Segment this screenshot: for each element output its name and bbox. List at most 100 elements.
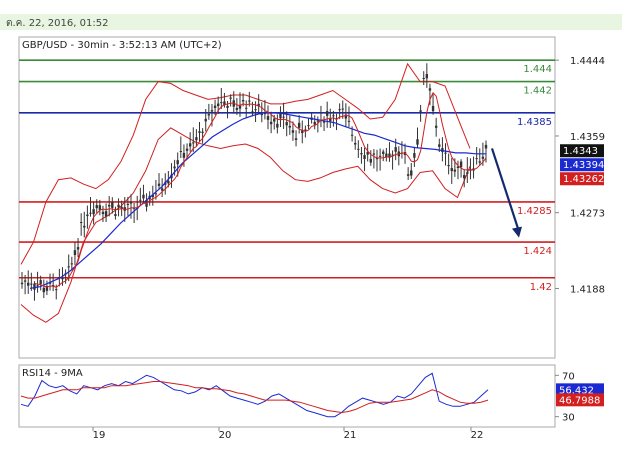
candle-body (276, 123, 279, 128)
candle-body (450, 168, 453, 172)
price-tick-label: 1.4188 (570, 284, 605, 295)
rsi-tag-label-0: 56.432 (559, 385, 594, 396)
candle-body (89, 212, 92, 214)
candle-body (385, 153, 388, 158)
candle-body (210, 110, 214, 112)
candle-body (241, 100, 245, 102)
candle-body (285, 122, 288, 126)
candle-body (269, 121, 273, 125)
candle-body (207, 114, 211, 116)
price-tag-label-0: 1.4343 (563, 146, 598, 157)
rsi-tag-1 (556, 393, 604, 407)
time-tick-label: 19 (93, 430, 106, 441)
candle-body (104, 211, 108, 217)
candle-body (120, 206, 123, 209)
datetime-label: ต.ค. 22, 2016, 01:52 (6, 18, 109, 29)
candle-body (126, 203, 130, 205)
candle-body (463, 175, 466, 179)
candle-body (375, 158, 379, 160)
candle-body (329, 117, 332, 122)
candle-body (263, 113, 267, 115)
rsi-tag-0 (556, 383, 604, 397)
candle-body (382, 151, 385, 154)
forecast-arrow-shaft (490, 148, 521, 232)
candle-body (33, 283, 36, 290)
candle-body (438, 144, 441, 147)
rsi-tick-label: 70 (562, 371, 575, 382)
candle-body (394, 147, 397, 152)
candle-body (434, 125, 438, 128)
candle-body (179, 151, 183, 153)
level-label-4: 1.424 (523, 246, 552, 257)
candle-body (444, 152, 447, 154)
main-panel-border (18, 36, 556, 359)
date-bar: ต.ค. 22, 2016, 01:52 (0, 0, 622, 30)
candle-body (195, 137, 198, 141)
candle-body (160, 188, 164, 191)
rsi-line (20, 372, 489, 418)
candle-body (307, 125, 310, 127)
candle-body (447, 164, 450, 167)
price-tag-2 (560, 172, 604, 186)
candle-body (42, 287, 45, 293)
price-tag-label-1: 1.43394 (563, 160, 604, 171)
candle-body (347, 120, 351, 122)
candle-body (363, 155, 366, 160)
candle-body (388, 153, 391, 158)
price-tick-label: 1.4444 (570, 56, 605, 67)
candle-body (117, 204, 120, 208)
candle-body (338, 109, 341, 111)
rsi-ma-line (20, 381, 489, 414)
bollinger-lower (20, 127, 471, 323)
candle-body (406, 174, 410, 176)
candle-body (198, 131, 201, 133)
level-label-2: 1.4385 (517, 117, 552, 128)
price-tick-label: 1.4359 (570, 132, 605, 143)
candle-body (213, 105, 217, 108)
rsi-panel-border (18, 364, 556, 428)
candle-body (223, 101, 226, 106)
candle-body (266, 116, 270, 120)
bollinger-upper (20, 62, 471, 265)
time-tick-label: 21 (344, 430, 357, 441)
time-axis: 19 20 21 22 (92, 427, 483, 441)
candle-body (45, 285, 49, 291)
candle-body (453, 169, 457, 172)
price-tick-label: 1.4273 (570, 209, 605, 220)
candle-body (428, 88, 432, 91)
moving-average-line (29, 112, 486, 289)
rsi-tag-label-1: 46.7988 (559, 395, 600, 406)
candle-body (288, 125, 292, 128)
candle-body (325, 111, 329, 116)
candle-body (425, 74, 429, 79)
candle-body (416, 139, 419, 145)
candle-body (322, 120, 326, 123)
candle-body (188, 143, 192, 147)
candle-body (481, 156, 485, 159)
candle-body (220, 102, 223, 104)
candle-body (366, 151, 369, 155)
candle-body (301, 129, 304, 134)
forecast-arrow-head (512, 226, 522, 238)
candle-body (129, 202, 133, 204)
candle-body (360, 153, 363, 155)
level-label-3: 1.4285 (517, 206, 552, 217)
indicator-overlays (29, 91, 522, 289)
candle-body (235, 108, 239, 110)
candle-body (216, 103, 220, 107)
candle-body (70, 263, 74, 265)
candle-body (316, 120, 320, 122)
candle-body (229, 97, 232, 99)
candle-body (245, 107, 248, 109)
candle-body (254, 109, 257, 111)
candle-body (111, 202, 114, 208)
rsi-tick-label: 30 (562, 413, 575, 424)
candle-body (83, 225, 86, 228)
candle-body (61, 278, 64, 280)
candle-body (372, 153, 376, 155)
candle-body (332, 115, 335, 117)
candle-body (107, 204, 111, 207)
candle-body (291, 130, 295, 133)
candle-body (354, 142, 357, 145)
